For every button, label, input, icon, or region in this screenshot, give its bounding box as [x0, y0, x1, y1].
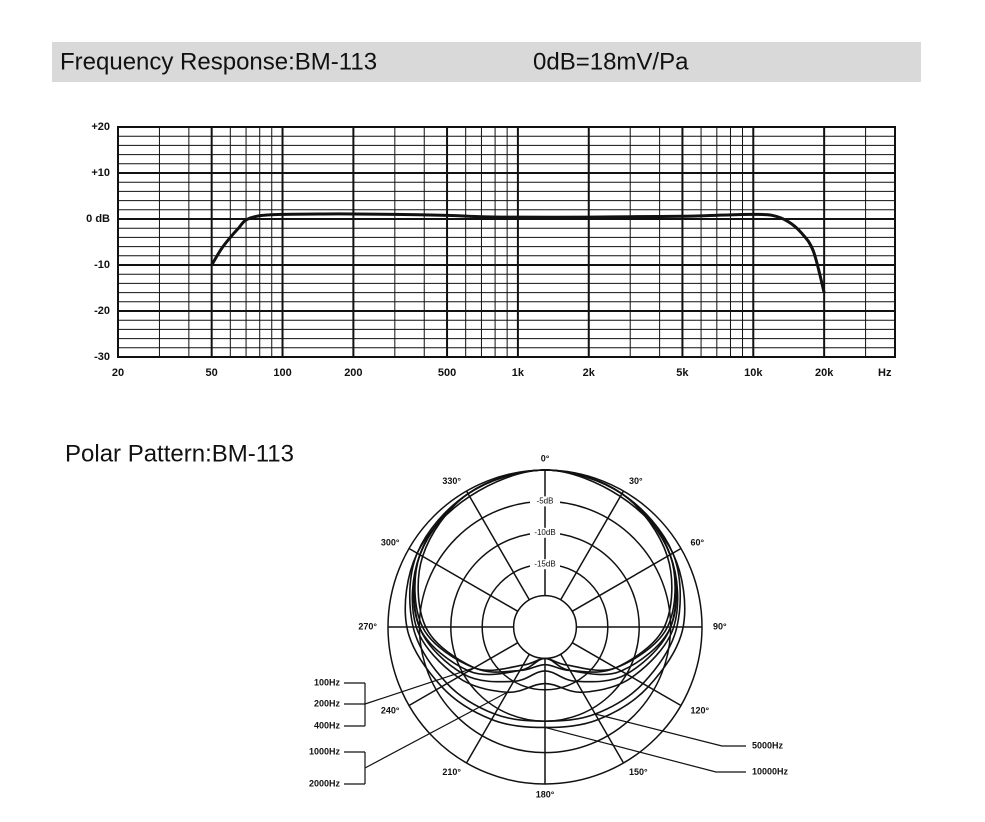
- legend-label: 5000Hz: [752, 740, 784, 750]
- angle-label: 120°: [690, 705, 709, 715]
- spoke: [560, 490, 625, 601]
- angle-label: 30°: [629, 476, 643, 486]
- angle-label: 240°: [381, 705, 400, 715]
- ring-label: -15dB: [534, 559, 555, 568]
- ring-label: -10dB: [534, 528, 555, 537]
- legend-label: 1000Hz: [309, 746, 341, 756]
- angle-label: 270°: [358, 621, 377, 631]
- x-tick-label: 20k: [815, 367, 834, 379]
- legend-label: 100Hz: [314, 677, 341, 687]
- ring-label-bg: [530, 527, 560, 538]
- chart-title: Frequency Response:BM-113: [60, 48, 377, 75]
- x-tick-label: 2k: [583, 367, 596, 379]
- x-tick-label: 10k: [744, 367, 763, 379]
- x-tick-label: 1k: [512, 367, 525, 379]
- x-tick-label: 500: [438, 367, 456, 379]
- x-axis-label: Hz: [878, 367, 892, 379]
- x-tick-label: 20: [112, 367, 124, 379]
- polar-curve: [417, 469, 673, 673]
- legend-label: 10000Hz: [752, 766, 789, 776]
- spoke: [408, 547, 519, 612]
- x-tick-label: 50: [206, 367, 218, 379]
- ring-label-bg: [530, 496, 560, 507]
- legend-leader: [364, 691, 508, 769]
- angle-label: 0°: [541, 453, 550, 463]
- legend-leader: [595, 713, 746, 747]
- angle-label: 180°: [536, 789, 555, 799]
- x-tick-label: 200: [344, 367, 362, 379]
- ring: [512, 594, 578, 660]
- angle-label: 330°: [442, 476, 461, 486]
- response-curve: [210, 212, 826, 293]
- plot-border: [117, 126, 896, 358]
- ring-label: -5dB: [537, 497, 554, 506]
- polar-title: Polar Pattern:BM-113: [65, 440, 294, 467]
- angle-label: 150°: [629, 767, 648, 777]
- spoke: [465, 653, 530, 764]
- legend-label: 400Hz: [314, 720, 341, 730]
- y-tick-label: -30: [94, 351, 110, 363]
- y-tick-label: -20: [94, 305, 110, 317]
- x-tick-label: 100: [273, 367, 291, 379]
- angle-label: 60°: [690, 537, 704, 547]
- ring-label-bg: [530, 559, 560, 570]
- x-tick-label: 5k: [676, 367, 689, 379]
- angle-label: 300°: [381, 537, 400, 547]
- chart-subtitle: 0dB=18mV/Pa: [533, 48, 689, 75]
- legend-leader: [544, 726, 746, 773]
- y-tick-label: 0 dB: [86, 213, 110, 225]
- legend-leader: [364, 667, 475, 705]
- spoke: [465, 490, 530, 601]
- polar-curve: [411, 469, 679, 694]
- spoke: [571, 547, 682, 612]
- y-tick-label: +10: [91, 167, 110, 179]
- legend-label: 2000Hz: [309, 778, 341, 788]
- y-tick-label: +20: [91, 121, 110, 133]
- y-tick-label: -10: [94, 259, 110, 271]
- header-bar: [52, 42, 921, 82]
- angle-label: 210°: [442, 767, 461, 777]
- legend-label: 200Hz: [314, 698, 341, 708]
- angle-label: 90°: [713, 621, 727, 631]
